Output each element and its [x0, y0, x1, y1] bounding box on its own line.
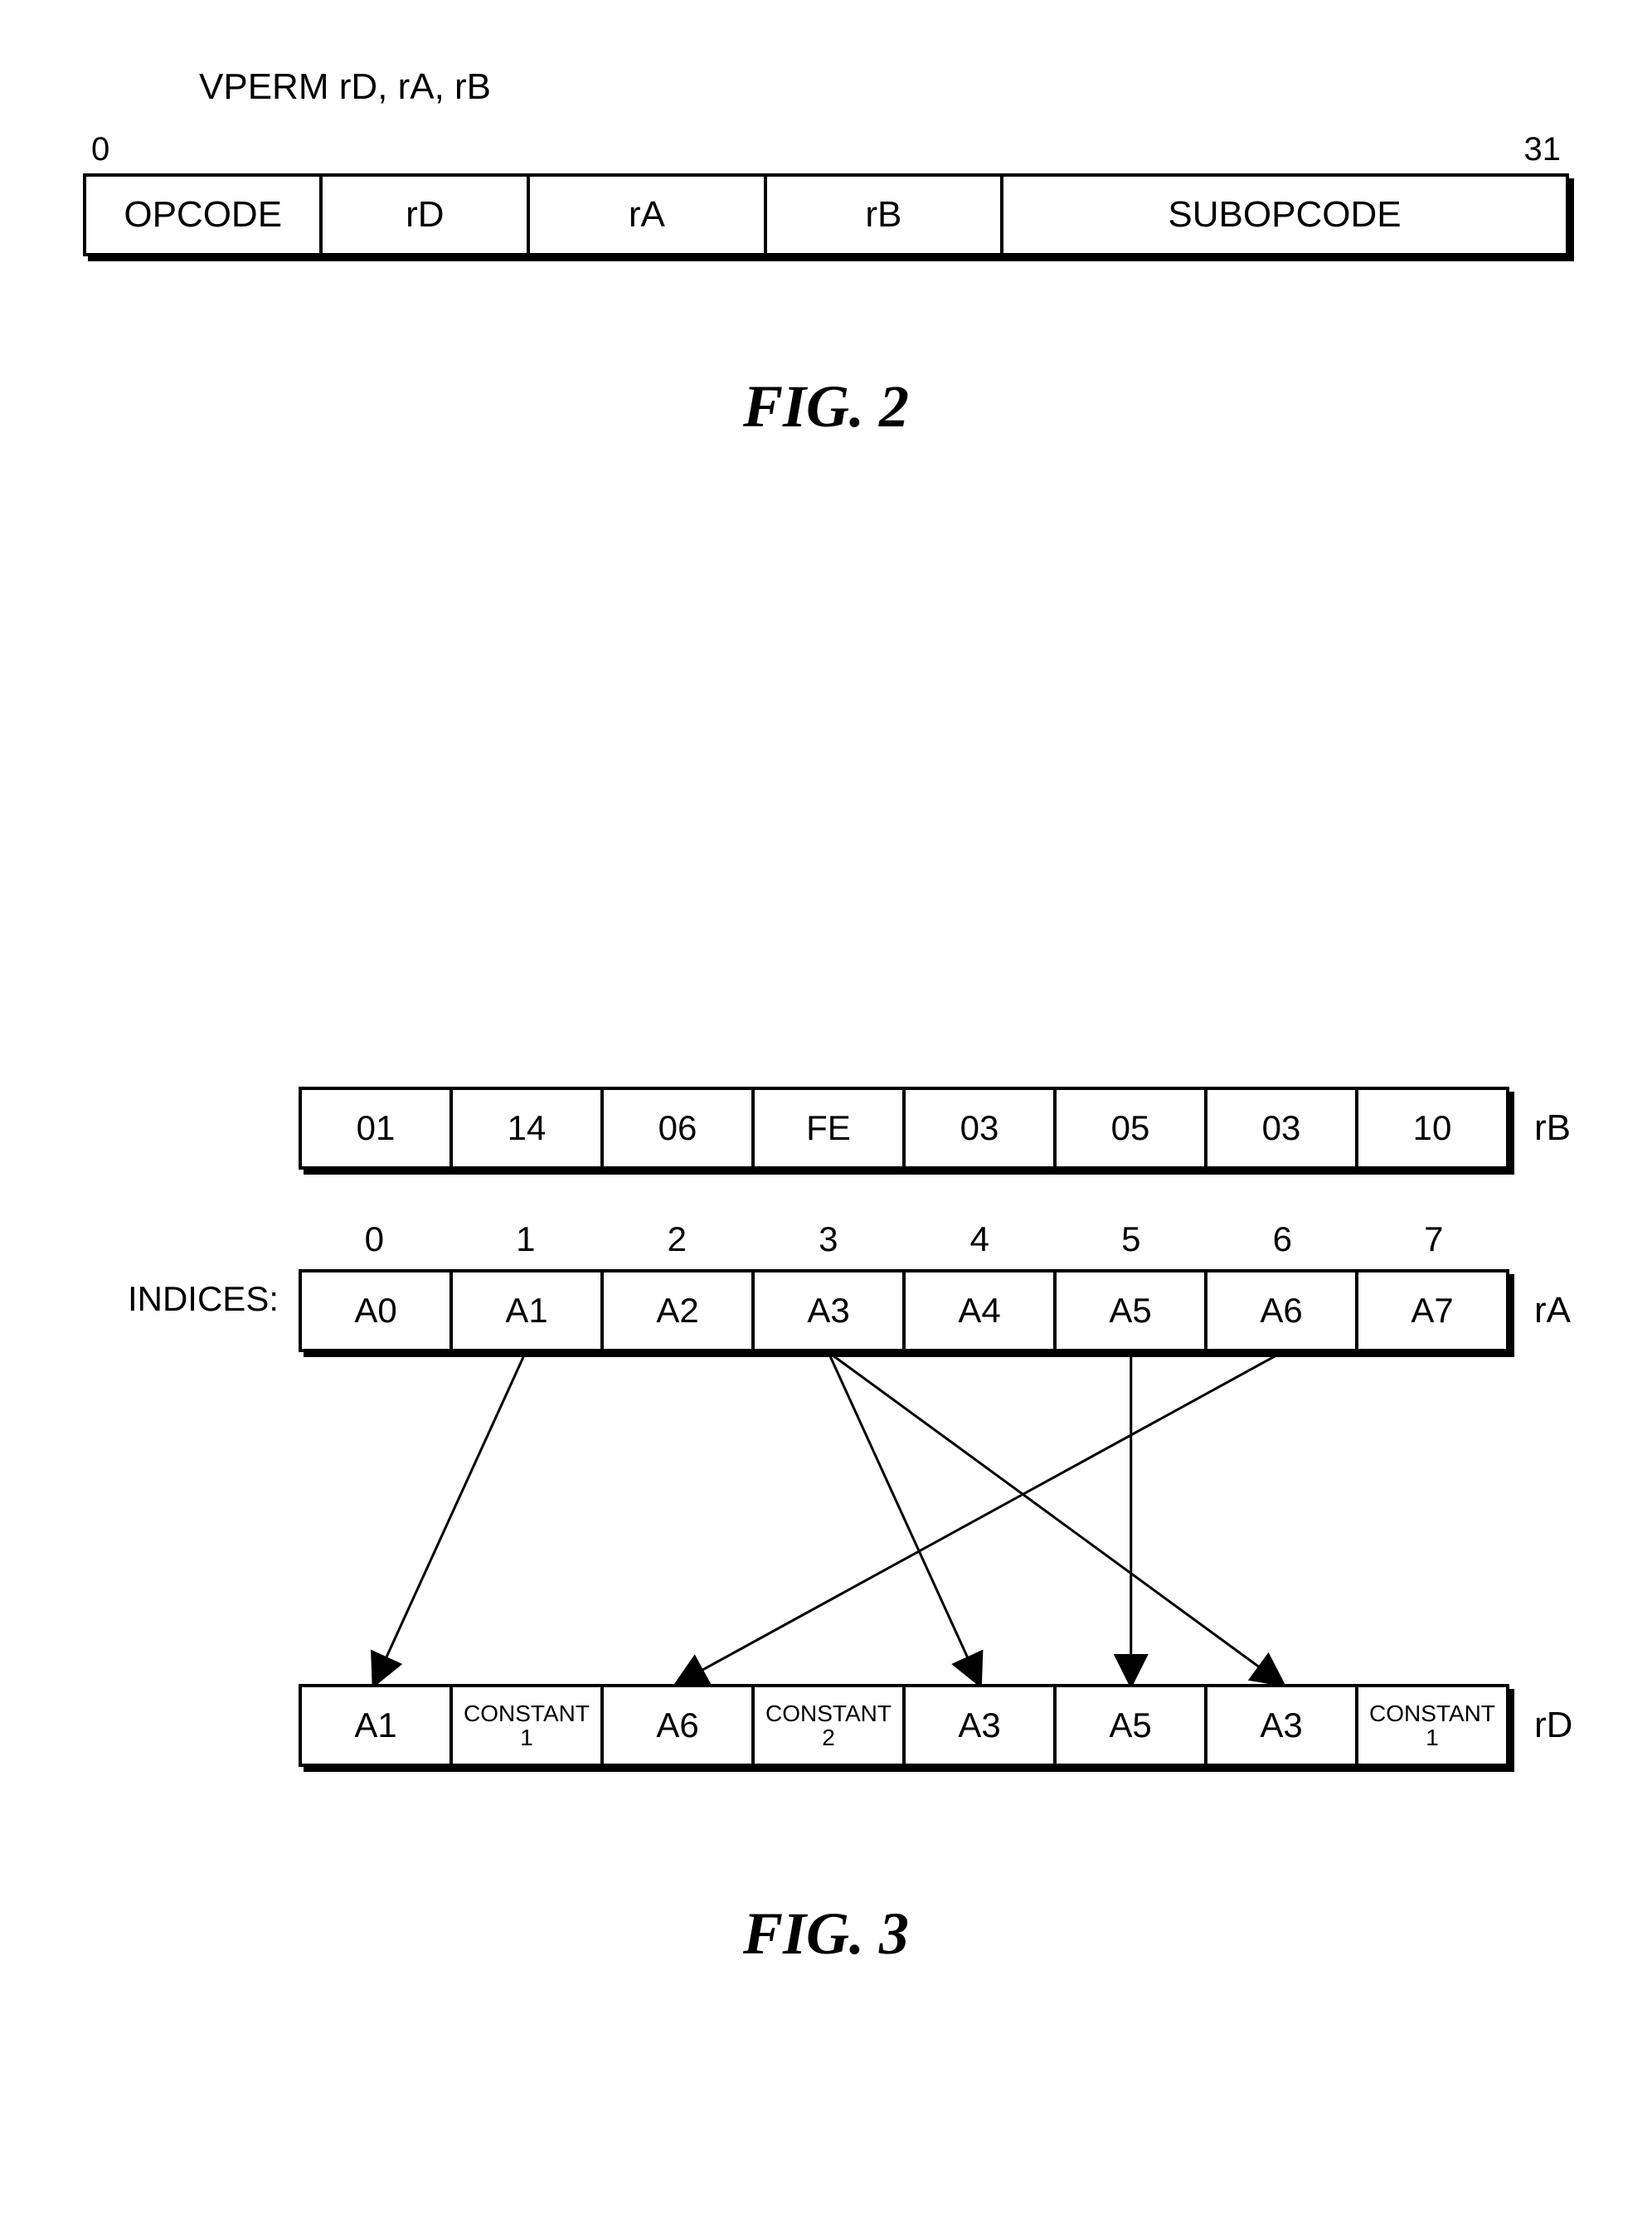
rb-cell: 10	[1358, 1090, 1506, 1166]
instruction-field: SUBOPCODE	[1003, 177, 1566, 253]
ra-cell: A5	[1057, 1272, 1207, 1349]
index-cell: 5	[1056, 1219, 1207, 1259]
instruction-field: OPCODE	[86, 177, 323, 253]
perm-arrow	[374, 1352, 526, 1684]
ra-cell: A3	[755, 1272, 906, 1349]
rd-cell: CONSTANT 1	[453, 1687, 604, 1764]
figure-3-caption: FIG. 3	[66, 1900, 1586, 1968]
bit-end: 31	[1524, 131, 1562, 168]
rb-cell: 06	[604, 1090, 755, 1166]
perm-arrow	[828, 1352, 1283, 1684]
indices-label: INDICES:	[128, 1279, 279, 1319]
rb-cell: 03	[1207, 1090, 1358, 1166]
perm-arrow	[828, 1352, 980, 1684]
rd-cell: A6	[604, 1687, 755, 1764]
instruction-field: rB	[767, 177, 1003, 253]
instruction-field: rD	[323, 177, 530, 253]
instruction-text: VPERM rD, rA, rB	[199, 66, 1569, 108]
rb-label: rB	[1534, 1107, 1571, 1149]
rd-cell: A3	[1207, 1687, 1358, 1764]
index-cell: 1	[450, 1219, 602, 1259]
perm-arrow	[677, 1352, 1282, 1684]
ra-cell: A1	[453, 1272, 604, 1349]
index-cell: 2	[601, 1219, 753, 1259]
figure-2: VPERM rD, rA, rB 0 31 OPCODErDrArBSUBOPC…	[83, 66, 1569, 441]
ra-cell: A6	[1207, 1272, 1358, 1349]
index-cell: 3	[753, 1219, 905, 1259]
instruction-format-row: OPCODErDrArBSUBOPCODE	[83, 173, 1569, 256]
rd-cell: A3	[906, 1687, 1057, 1764]
ra-label: rA	[1534, 1290, 1571, 1331]
index-cell: 7	[1358, 1219, 1510, 1259]
permutation-arrows	[299, 1352, 1509, 1684]
vector-diagram: 011406FE03050310 rB INDICES: 01234567 A0…	[299, 1087, 1509, 1767]
figure-3: 011406FE03050310 rB INDICES: 01234567 A0…	[66, 1087, 1586, 1968]
rd-row: A1CONSTANT 1A6CONSTANT 2A3A5A3CONSTANT 1	[299, 1684, 1509, 1767]
rd-cell: CONSTANT 2	[755, 1687, 906, 1764]
rb-cell: 14	[453, 1090, 604, 1166]
instruction-field: rA	[530, 177, 766, 253]
ra-cell: A0	[302, 1272, 453, 1349]
ra-cell: A7	[1358, 1272, 1506, 1349]
bit-range-labels: 0 31	[83, 131, 1569, 173]
index-cell: 6	[1207, 1219, 1358, 1259]
indices-row: 01234567	[299, 1219, 1509, 1259]
rd-cell: CONSTANT 1	[1358, 1687, 1506, 1764]
figure-2-caption: FIG. 2	[83, 372, 1569, 441]
ra-cell: A4	[906, 1272, 1057, 1349]
rb-cell: FE	[755, 1090, 906, 1166]
rd-label: rD	[1534, 1705, 1572, 1746]
rd-cell: A5	[1057, 1687, 1207, 1764]
ra-cell: A2	[604, 1272, 755, 1349]
index-cell: 0	[299, 1219, 450, 1259]
rb-cell: 05	[1057, 1090, 1207, 1166]
rd-cell: A1	[302, 1687, 453, 1764]
index-cell: 4	[904, 1219, 1056, 1259]
rb-cell: 03	[906, 1090, 1057, 1166]
rb-cell: 01	[302, 1090, 453, 1166]
ra-row: A0A1A2A3A4A5A6A7	[299, 1269, 1509, 1352]
rb-row: 011406FE03050310	[299, 1087, 1509, 1170]
bit-start: 0	[91, 131, 109, 168]
